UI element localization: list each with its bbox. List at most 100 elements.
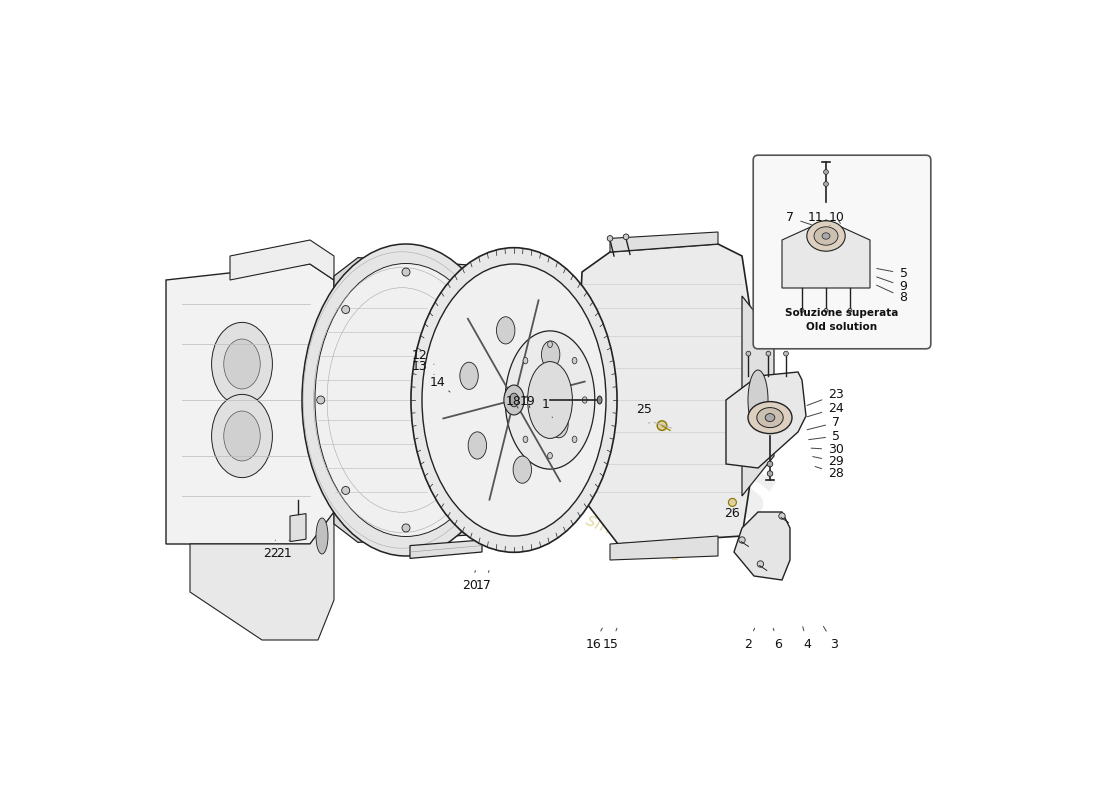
Text: 5: 5 [808, 430, 840, 442]
Ellipse shape [509, 393, 518, 406]
Text: 18: 18 [506, 395, 521, 408]
Ellipse shape [469, 432, 486, 459]
Ellipse shape [513, 397, 518, 403]
Ellipse shape [211, 322, 273, 406]
Text: 2: 2 [745, 628, 755, 650]
Ellipse shape [496, 317, 515, 344]
Ellipse shape [402, 524, 410, 532]
Ellipse shape [591, 366, 596, 371]
Ellipse shape [422, 264, 606, 536]
Polygon shape [486, 292, 558, 330]
Polygon shape [726, 372, 806, 468]
Ellipse shape [223, 411, 261, 461]
Ellipse shape [582, 397, 587, 403]
Text: a passion for parts since 1985: a passion for parts since 1985 [415, 442, 685, 566]
Ellipse shape [522, 436, 528, 442]
Ellipse shape [310, 380, 318, 420]
Ellipse shape [548, 453, 552, 459]
Ellipse shape [824, 182, 828, 186]
Ellipse shape [824, 170, 828, 174]
Ellipse shape [402, 268, 410, 276]
Ellipse shape [550, 410, 569, 438]
Ellipse shape [766, 351, 771, 356]
Ellipse shape [572, 436, 578, 442]
Ellipse shape [342, 306, 350, 314]
Text: 23: 23 [807, 388, 845, 406]
Ellipse shape [505, 331, 595, 469]
Text: 8: 8 [877, 285, 908, 304]
Text: 5: 5 [877, 267, 908, 280]
Text: 3: 3 [824, 626, 838, 650]
Ellipse shape [766, 414, 774, 422]
Ellipse shape [580, 442, 584, 446]
Text: 24: 24 [807, 402, 845, 417]
Text: 9: 9 [877, 277, 908, 293]
Ellipse shape [757, 408, 783, 427]
Text: 29: 29 [813, 455, 845, 468]
Ellipse shape [462, 306, 471, 314]
Ellipse shape [563, 398, 569, 402]
Ellipse shape [767, 470, 773, 477]
Ellipse shape [462, 486, 471, 494]
Ellipse shape [460, 362, 478, 390]
Ellipse shape [597, 396, 602, 404]
Text: 4: 4 [803, 626, 812, 650]
Text: 20: 20 [462, 570, 477, 592]
Ellipse shape [800, 309, 804, 313]
Ellipse shape [316, 518, 328, 554]
Polygon shape [166, 264, 334, 544]
Text: 12: 12 [411, 350, 434, 364]
Ellipse shape [657, 421, 667, 430]
Ellipse shape [302, 244, 510, 556]
Ellipse shape [607, 236, 613, 242]
Ellipse shape [728, 498, 736, 506]
Ellipse shape [580, 354, 584, 358]
Polygon shape [230, 240, 334, 280]
Ellipse shape [342, 486, 350, 494]
Ellipse shape [569, 429, 573, 434]
Ellipse shape [746, 351, 751, 356]
Polygon shape [354, 266, 476, 534]
Ellipse shape [566, 354, 598, 446]
Ellipse shape [223, 339, 261, 389]
Text: 19: 19 [519, 395, 536, 408]
Polygon shape [610, 232, 718, 252]
Ellipse shape [541, 341, 560, 368]
Ellipse shape [211, 394, 273, 478]
Polygon shape [610, 536, 718, 560]
Text: 7: 7 [786, 211, 812, 225]
Text: 25: 25 [637, 403, 652, 423]
Polygon shape [334, 258, 484, 542]
Text: 26: 26 [725, 507, 740, 520]
Ellipse shape [513, 456, 531, 483]
Ellipse shape [411, 248, 617, 552]
Ellipse shape [806, 221, 845, 251]
Ellipse shape [487, 396, 495, 404]
Text: 16: 16 [586, 628, 603, 650]
Polygon shape [782, 220, 870, 288]
Ellipse shape [572, 370, 592, 430]
Ellipse shape [757, 561, 763, 567]
Text: 10: 10 [828, 211, 845, 224]
Ellipse shape [824, 309, 828, 313]
Ellipse shape [739, 537, 745, 543]
Text: 6: 6 [773, 628, 782, 650]
Ellipse shape [595, 398, 601, 402]
Polygon shape [290, 514, 306, 542]
Text: 13: 13 [411, 360, 434, 374]
Text: 15: 15 [603, 628, 618, 650]
Text: 14: 14 [430, 376, 450, 392]
Polygon shape [190, 512, 334, 640]
Text: 21: 21 [276, 540, 293, 560]
Text: 17: 17 [475, 570, 492, 592]
Text: 22: 22 [263, 540, 278, 560]
FancyBboxPatch shape [754, 155, 931, 349]
Ellipse shape [315, 263, 497, 537]
Text: 7: 7 [807, 416, 840, 430]
Text: 1: 1 [542, 398, 552, 418]
Polygon shape [742, 296, 774, 496]
Ellipse shape [822, 233, 830, 239]
Ellipse shape [591, 429, 596, 434]
Ellipse shape [748, 370, 768, 430]
Polygon shape [572, 244, 750, 544]
